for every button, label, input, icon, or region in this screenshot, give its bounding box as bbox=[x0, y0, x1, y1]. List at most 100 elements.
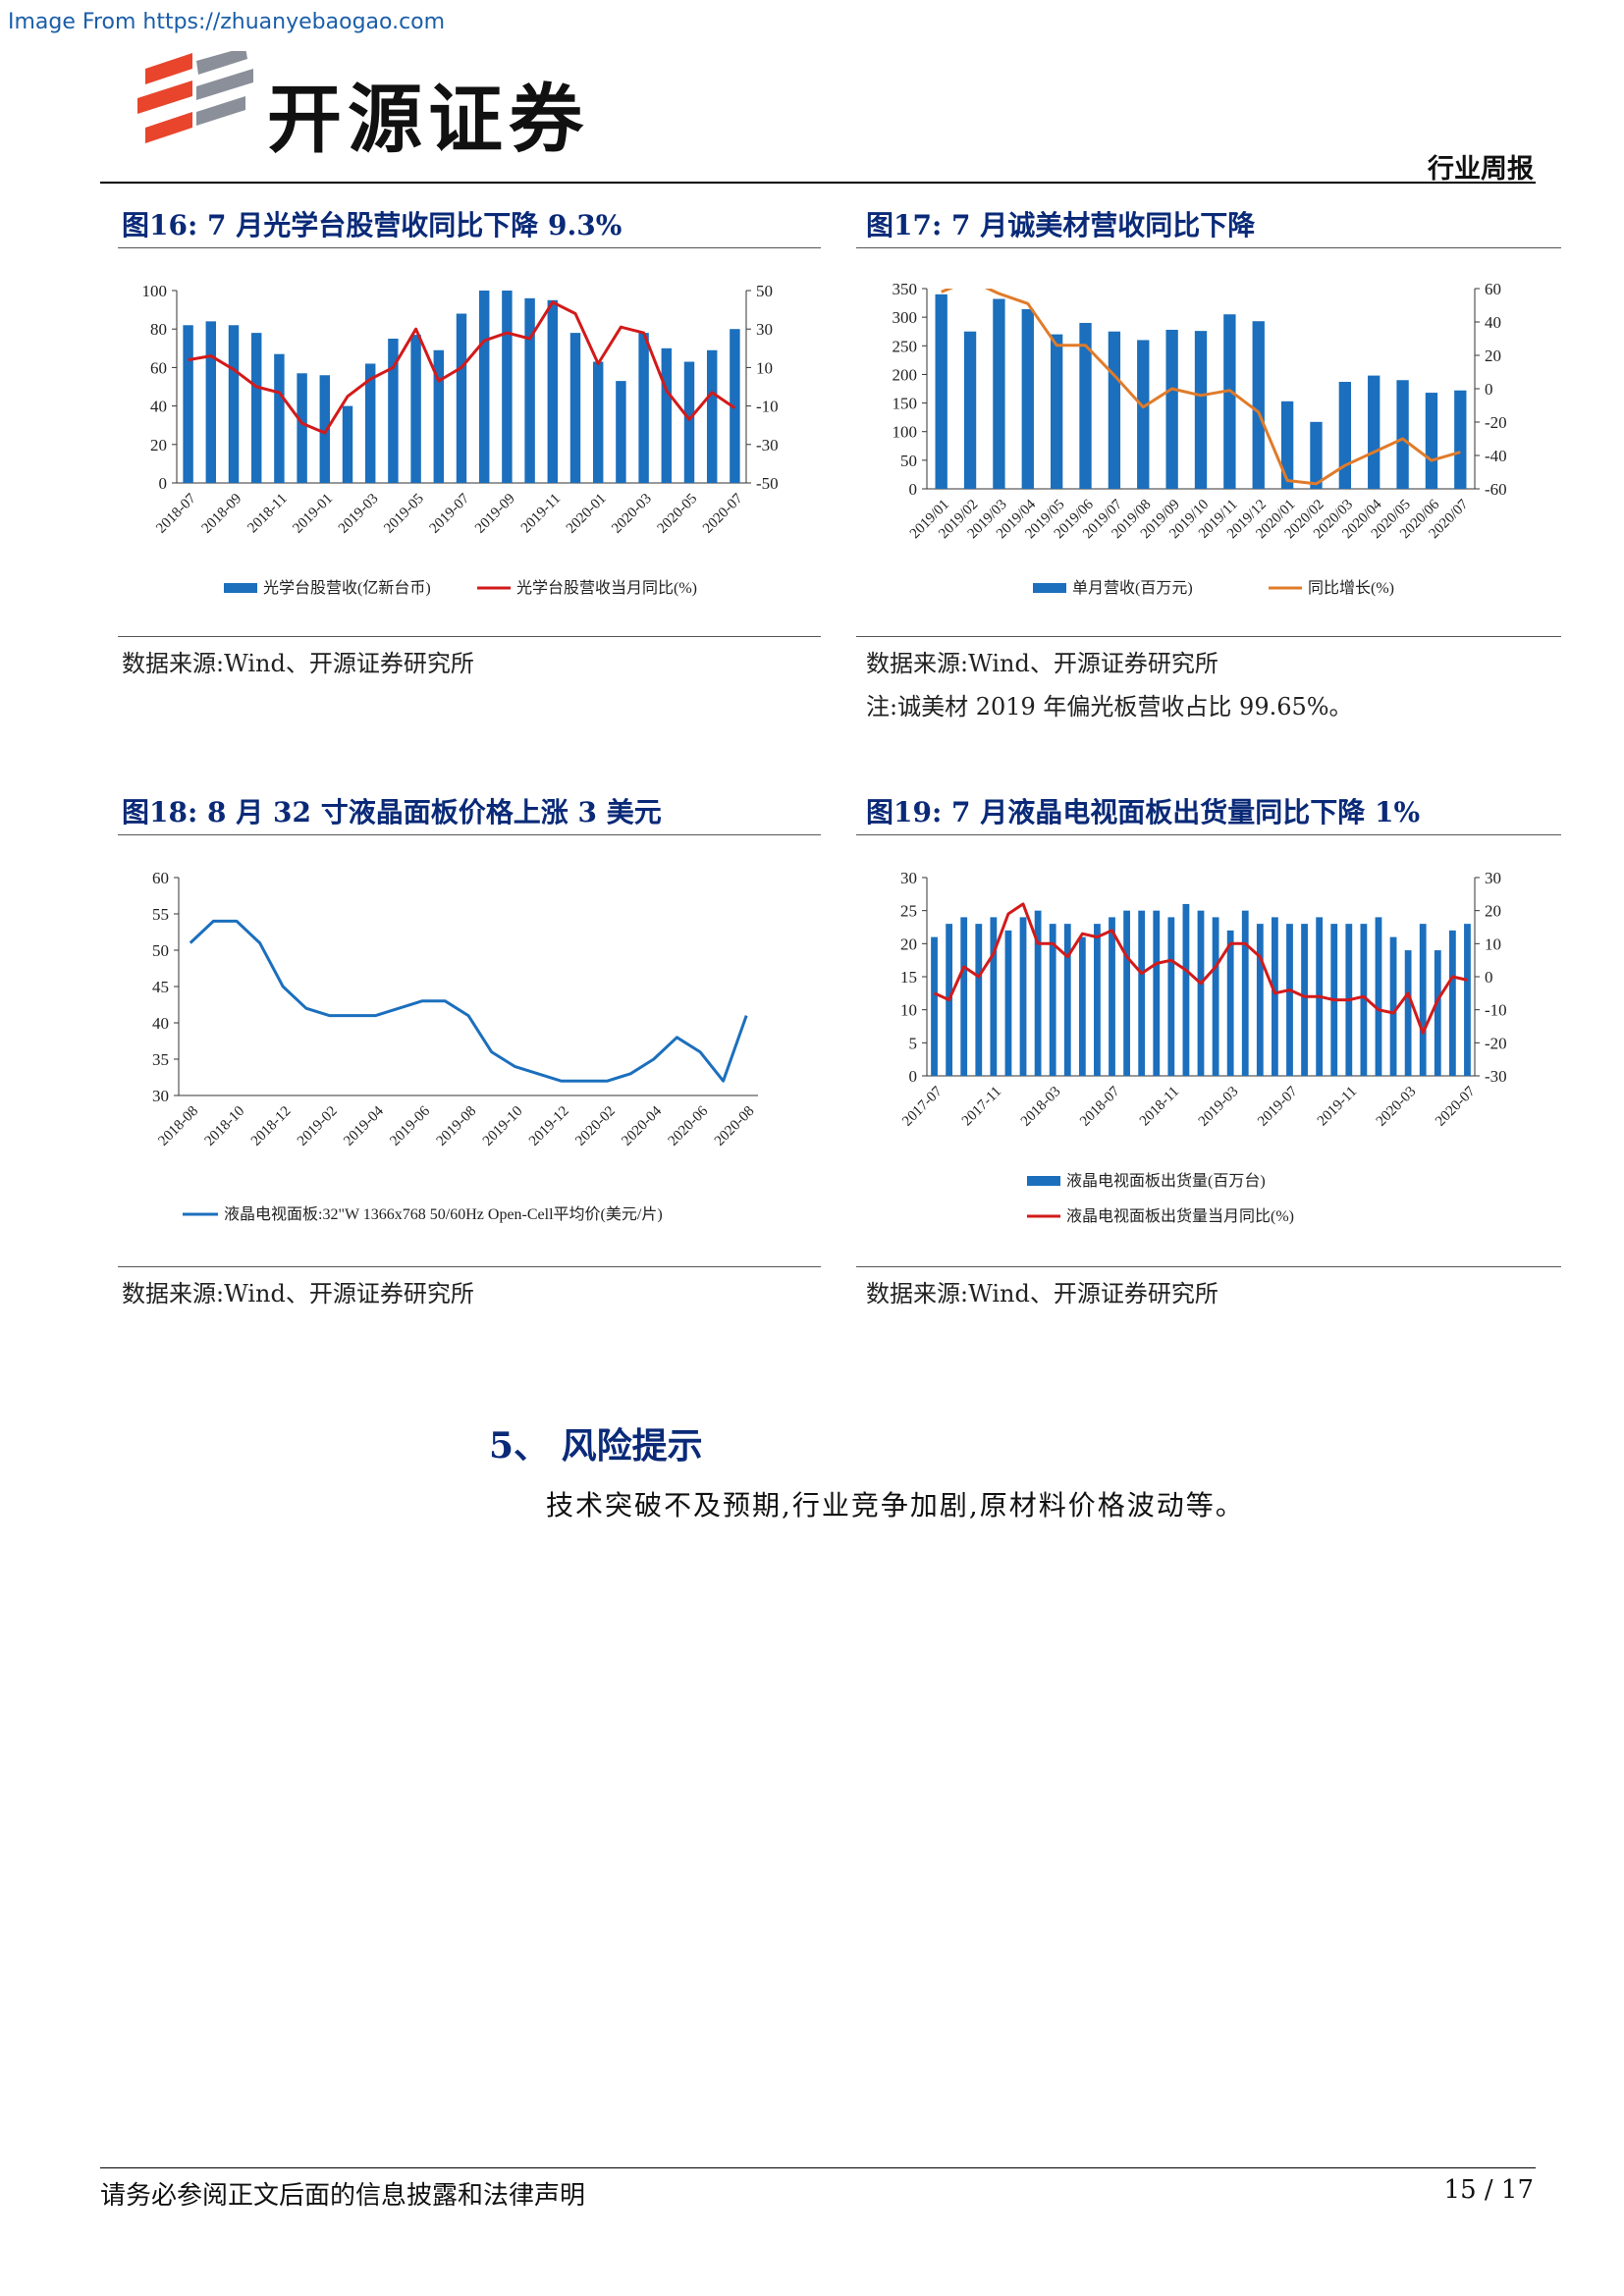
bar-2019-04 bbox=[1241, 910, 1249, 1076]
left-tick-label: 45 bbox=[152, 978, 169, 996]
legend-label: 液晶电视面板:32"W 1366x768 50/60Hz Open-Cell平均… bbox=[224, 1205, 663, 1223]
figure-17-title: 图17: 7 月诚美材营收同比下降 bbox=[866, 209, 1256, 241]
bar-2020-01 bbox=[592, 361, 604, 483]
figure-16-source: 数据来源:Wind、开源证券研究所 bbox=[122, 650, 474, 677]
series-line bbox=[941, 289, 1461, 486]
bar-2019-02 bbox=[342, 405, 353, 483]
bar-2018-11 bbox=[274, 353, 285, 483]
figure-17-chart: 050100150200250300350-60-40-200204060201… bbox=[893, 280, 1507, 597]
bar-2019/05 bbox=[1050, 334, 1063, 489]
brand-name: 开源证券 bbox=[267, 76, 589, 163]
figure-18-source: 数据来源:Wind、开源证券研究所 bbox=[122, 1280, 474, 1308]
left-tick-label: 100 bbox=[142, 282, 168, 300]
x-tick-label: 2018-12 bbox=[248, 1103, 295, 1149]
bar-2019-01 bbox=[319, 375, 331, 483]
bar-2020-03 bbox=[1404, 950, 1412, 1076]
bar-2020-02 bbox=[616, 381, 626, 483]
series-line bbox=[189, 919, 748, 1083]
left-tick-label: 200 bbox=[893, 365, 918, 384]
right-tick-label: 0 bbox=[1485, 968, 1493, 987]
figure-19-bottom-rule bbox=[856, 1266, 1561, 1267]
x-tick-label: 2020-02 bbox=[572, 1103, 619, 1149]
bar-2018-10 bbox=[250, 333, 262, 483]
left-tick-label: 150 bbox=[893, 395, 918, 413]
figure-18-top-rule bbox=[118, 834, 821, 835]
figure-17-note: 注:诚美材 2019 年偏光板营收占比 99.65%。 bbox=[866, 693, 1353, 721]
x-tick-label: 2020-03 bbox=[1374, 1084, 1420, 1130]
figure-18-bottom-rule bbox=[118, 1266, 821, 1267]
left-tick-label: 30 bbox=[152, 1087, 169, 1105]
x-tick-label: 2018-10 bbox=[202, 1103, 248, 1149]
bar-2020-06 bbox=[706, 349, 718, 483]
x-tick-label: 2019-10 bbox=[480, 1103, 526, 1149]
series-line bbox=[933, 902, 1468, 1035]
bar-2017-11 bbox=[990, 917, 998, 1076]
bar-2019/02 bbox=[963, 331, 977, 489]
bar-2020-07 bbox=[1464, 924, 1471, 1076]
figure-19-source: 数据来源:Wind、开源证券研究所 bbox=[866, 1280, 1218, 1308]
bar-2020-06 bbox=[1448, 930, 1456, 1076]
right-tick-label: 20 bbox=[1485, 902, 1501, 921]
x-tick-label: 2018-07 bbox=[1077, 1084, 1123, 1130]
x-tick-label: 2020-07 bbox=[1433, 1084, 1479, 1130]
series-line bbox=[188, 300, 736, 435]
figure-18-title: 图18: 8 月 32 寸液晶面板价格上涨 3 美元 bbox=[122, 796, 662, 828]
bar-2018-01 bbox=[1019, 917, 1027, 1076]
right-tick-label: 0 bbox=[1485, 380, 1493, 399]
right-tick-label: 50 bbox=[756, 282, 773, 300]
bar-2020/07 bbox=[1454, 390, 1467, 489]
bar-2020-04 bbox=[1419, 924, 1427, 1076]
bar-2019/07 bbox=[1108, 331, 1121, 489]
right-tick-label: 40 bbox=[1485, 313, 1501, 332]
x-tick-label: 2020-03 bbox=[609, 491, 655, 537]
bar-2018-05 bbox=[1078, 936, 1086, 1076]
left-tick-label: 0 bbox=[909, 480, 918, 499]
legend-label: 液晶电视面板出货量当月同比(%) bbox=[1066, 1207, 1294, 1225]
bar-2017-09 bbox=[960, 917, 968, 1076]
x-tick-label: 2019-06 bbox=[387, 1103, 433, 1149]
bar-2020/06 bbox=[1425, 393, 1438, 489]
bar-2020-01 bbox=[1375, 917, 1382, 1076]
bar-2020-03 bbox=[638, 333, 649, 483]
bar-2017-10 bbox=[975, 924, 983, 1076]
left-tick-label: 5 bbox=[909, 1034, 918, 1052]
x-tick-label: 2020-08 bbox=[712, 1103, 758, 1149]
legend-swatch bbox=[1027, 1176, 1060, 1186]
footer-divider bbox=[100, 2167, 1536, 2168]
figure-19-title: 图19: 7 月液晶电视面板出货量同比下降 1% bbox=[866, 796, 1421, 828]
bar-2019-07 bbox=[1286, 924, 1293, 1076]
right-tick-label: -30 bbox=[756, 436, 779, 454]
bar-2018-09 bbox=[228, 325, 240, 483]
left-tick-label: 20 bbox=[900, 934, 917, 953]
bar-2019-05 bbox=[410, 335, 421, 483]
figure-19-top-rule bbox=[856, 834, 1561, 835]
left-tick-label: 100 bbox=[893, 423, 918, 442]
bar-2019-06 bbox=[1272, 917, 1278, 1076]
right-tick-label: -40 bbox=[1485, 447, 1507, 465]
bar-2018-09 bbox=[1138, 910, 1146, 1076]
legend-label: 光学台股营收当月同比(%) bbox=[516, 579, 697, 597]
left-tick-label: 300 bbox=[893, 308, 918, 327]
x-tick-label: 2019-08 bbox=[434, 1103, 480, 1149]
figure-16-top-rule bbox=[118, 247, 821, 248]
bar-2019-10 bbox=[524, 297, 535, 483]
left-tick-label: 50 bbox=[900, 452, 917, 470]
x-tick-label: 2019-04 bbox=[341, 1103, 387, 1149]
bar-2018-04 bbox=[1063, 924, 1071, 1076]
bar-2020-07 bbox=[730, 329, 740, 483]
x-tick-label: 2019-07 bbox=[1255, 1084, 1301, 1130]
x-tick-label: 2019-01 bbox=[290, 491, 336, 537]
bar-2019-09 bbox=[502, 291, 513, 483]
bar-2020/04 bbox=[1368, 375, 1380, 489]
x-tick-label: 2019-07 bbox=[427, 491, 473, 537]
bar-2018-11 bbox=[1167, 917, 1175, 1076]
x-tick-label: 2019-03 bbox=[1196, 1084, 1242, 1130]
figure-17-bottom-rule bbox=[856, 636, 1561, 637]
x-tick-label: 2019-11 bbox=[1315, 1084, 1360, 1129]
figure-16-title: 图16: 7 月光学台股营收同比下降 9.3% bbox=[122, 209, 623, 241]
x-tick-label: 2019-11 bbox=[518, 491, 564, 536]
x-tick-label: 2018-08 bbox=[155, 1103, 201, 1149]
left-tick-label: 0 bbox=[159, 474, 168, 493]
left-tick-label: 25 bbox=[900, 902, 917, 921]
x-tick-label: 2017-07 bbox=[899, 1084, 946, 1130]
